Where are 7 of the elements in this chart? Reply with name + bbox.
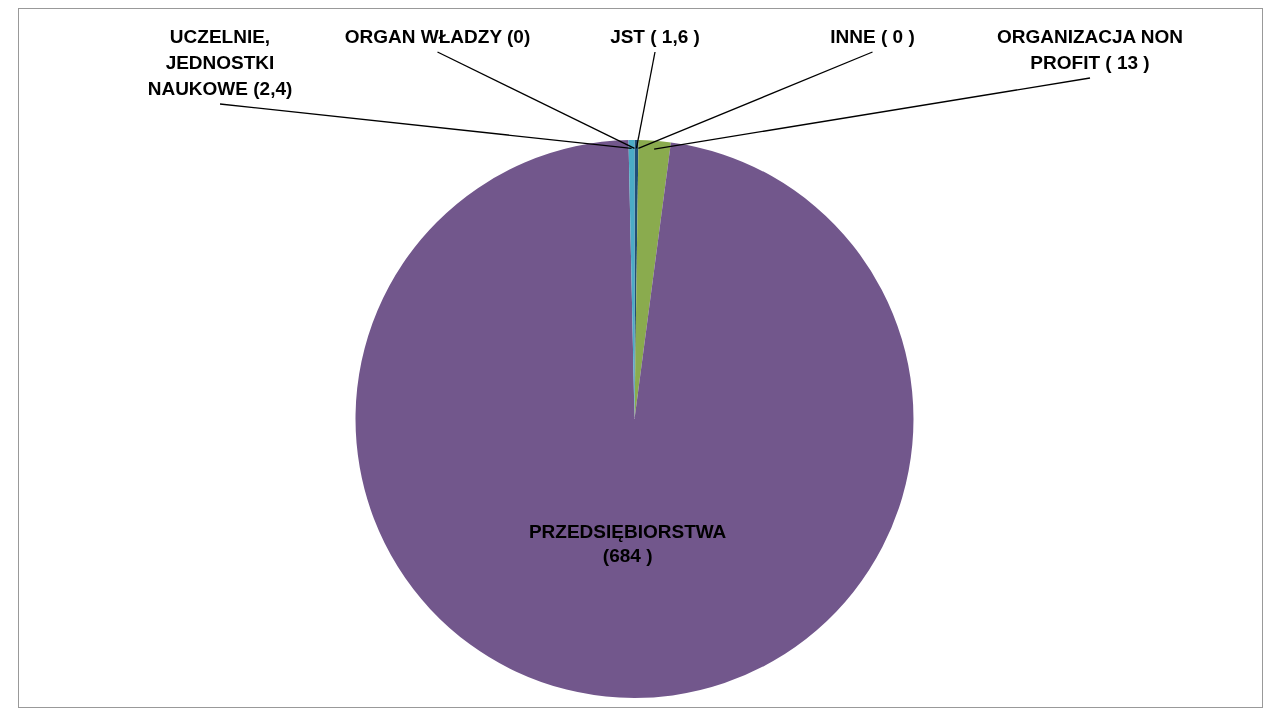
slice-label: JST ( 1,6 ) xyxy=(610,26,700,48)
slice-label: UCZELNIE, JEDNOSTKI NAUKOWE (2,4) xyxy=(147,26,293,100)
data-label: (684 ) xyxy=(602,544,653,566)
category-label: ORGAN WŁADZY (0) xyxy=(344,26,531,48)
slice-label: PRZEDSIĘBIORSTWA xyxy=(528,520,727,542)
category-label: INNE ( 0 ) xyxy=(830,26,915,48)
slice-label: ORGANIZACJA NON PROFIT ( 13 ) xyxy=(996,26,1184,74)
